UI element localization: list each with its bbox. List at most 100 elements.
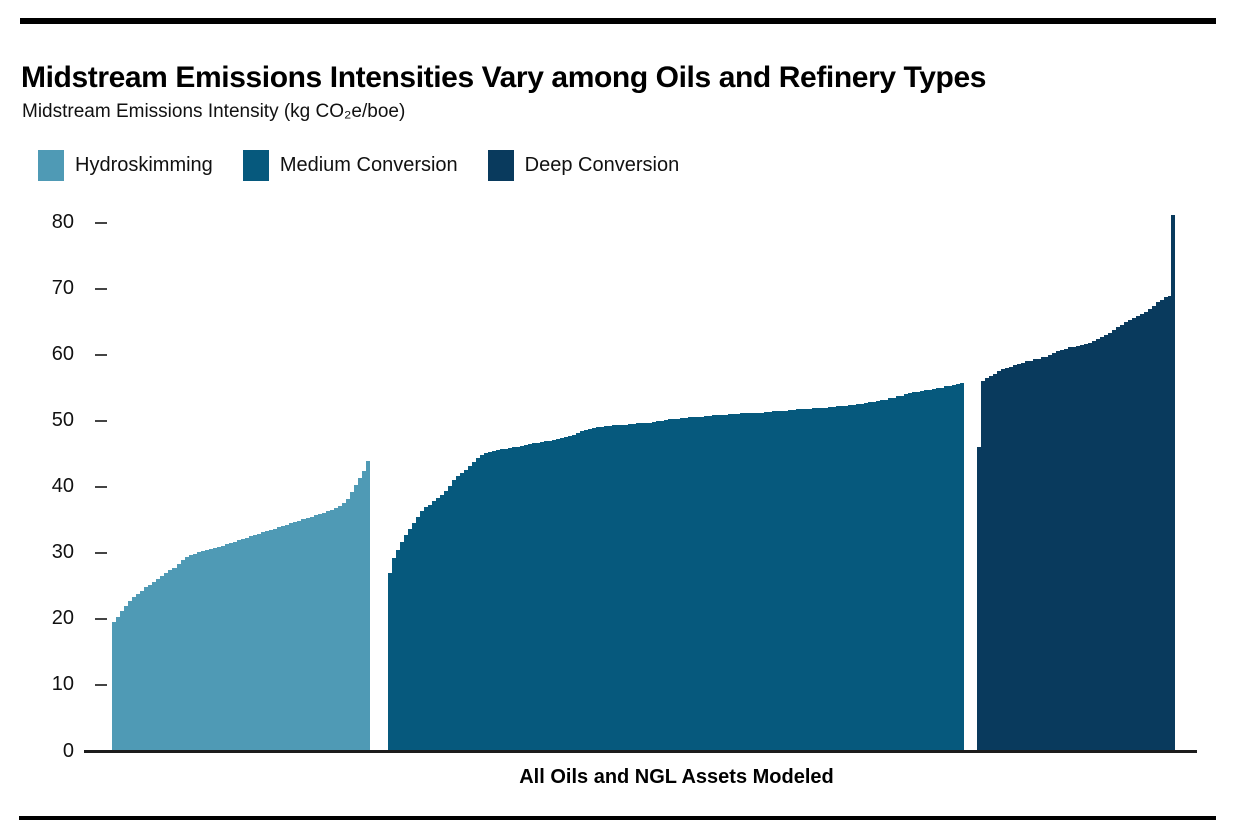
bar [285, 524, 290, 752]
legend-swatch-deep-conversion [487, 150, 514, 181]
bar [424, 507, 428, 752]
bar [744, 413, 748, 752]
bar [624, 424, 628, 752]
bar [341, 503, 346, 752]
bar [736, 414, 740, 752]
bar [572, 434, 576, 752]
bar [596, 427, 600, 752]
bar [313, 515, 318, 752]
bar [508, 447, 512, 752]
bar [289, 523, 294, 752]
bar [684, 418, 688, 752]
bar [676, 418, 680, 752]
bar [588, 428, 592, 752]
bar [1064, 348, 1069, 752]
bar [828, 406, 832, 752]
bar [277, 527, 282, 752]
bar [436, 498, 440, 752]
bar [804, 408, 808, 752]
bar [480, 455, 484, 752]
bar [325, 511, 330, 752]
bar [1107, 332, 1112, 752]
top-rule [20, 18, 1216, 24]
bar [864, 402, 868, 752]
bar [776, 411, 780, 752]
bar [140, 590, 145, 752]
bar [1135, 315, 1140, 752]
bar [996, 371, 1001, 752]
bar [724, 414, 728, 752]
bar [576, 432, 580, 752]
bar [932, 388, 936, 752]
bar [321, 512, 326, 752]
y-tick-label: 30 [51, 541, 74, 564]
legend-label: Hydroskimming [75, 154, 213, 176]
bar [520, 445, 524, 752]
bar [349, 492, 354, 752]
bar [1104, 335, 1108, 752]
bar [844, 405, 848, 752]
bar [265, 531, 270, 752]
bar [928, 389, 932, 752]
bar [977, 447, 981, 752]
bar [852, 404, 856, 752]
bar [920, 390, 924, 752]
bar [124, 605, 129, 752]
bar [116, 617, 121, 752]
y-tick-label: 60 [51, 342, 74, 365]
bar [1044, 356, 1049, 752]
bar-group-medium-conversion [388, 0, 965, 752]
bar [600, 426, 604, 752]
bar [960, 383, 964, 752]
bar [1080, 345, 1085, 752]
chart-subtitle-y-unit: Midstream Emissions Intensity (kg CO₂e/b… [22, 101, 406, 122]
bar [428, 504, 432, 752]
bar [416, 516, 420, 752]
bar [164, 572, 169, 752]
x-axis-line [84, 750, 1197, 753]
bar [524, 444, 528, 752]
bar [440, 494, 444, 752]
y-tick-mark [95, 552, 107, 555]
bar [152, 582, 157, 752]
bar [868, 402, 872, 752]
bar [720, 414, 724, 752]
bar [716, 415, 720, 752]
bar [408, 528, 412, 752]
bar [752, 412, 756, 752]
bar [512, 447, 516, 752]
bar [500, 449, 504, 752]
y-tick-label: 0 [62, 739, 74, 762]
bar [224, 544, 229, 752]
bar [860, 403, 864, 752]
bar [872, 401, 876, 752]
bar [309, 516, 314, 752]
bar [1096, 338, 1101, 752]
bar [668, 419, 672, 752]
bar [956, 384, 960, 752]
bar [784, 410, 788, 752]
bar [253, 535, 258, 752]
bar [1056, 351, 1061, 752]
bar [1100, 337, 1104, 752]
bar [412, 523, 416, 752]
bar [156, 579, 161, 752]
bar [1008, 366, 1013, 752]
bar [1092, 340, 1097, 752]
bar [948, 385, 952, 752]
bar [704, 416, 708, 752]
bar [528, 443, 532, 752]
bar [128, 601, 133, 752]
bar [612, 425, 616, 752]
legend-label: Deep Conversion [524, 154, 680, 176]
bar [636, 423, 640, 752]
bar [160, 576, 165, 752]
legend-swatch-medium-conversion [242, 150, 269, 181]
bar [148, 584, 153, 752]
bar [1159, 299, 1164, 752]
bar [172, 567, 177, 752]
bar [616, 425, 620, 752]
bar [608, 426, 612, 752]
y-tick-mark [95, 419, 107, 422]
